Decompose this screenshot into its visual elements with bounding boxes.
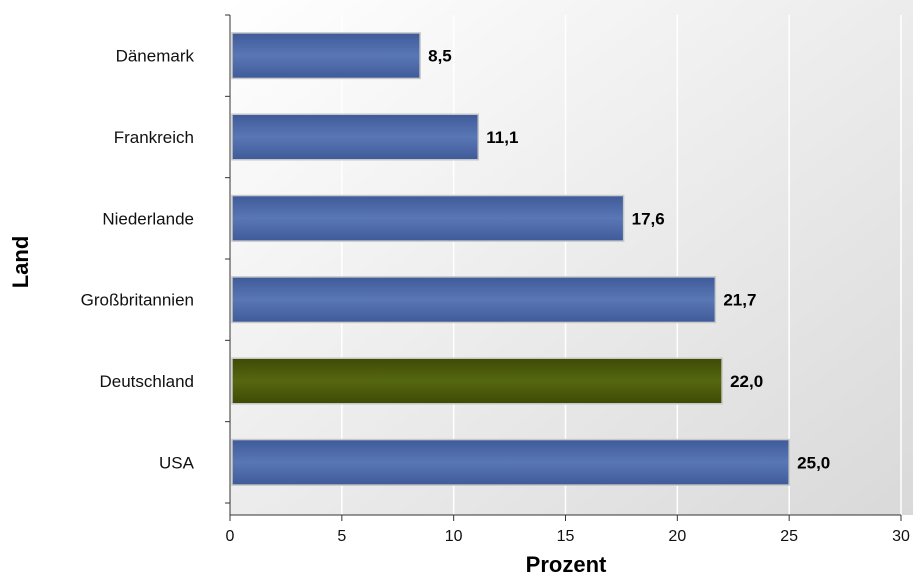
category-label: Dänemark [116, 47, 195, 66]
bar-deutschland [231, 357, 723, 405]
bar-dänemark [231, 32, 421, 80]
category-label: USA [159, 453, 195, 472]
value-label: 22,0 [730, 372, 763, 391]
x-tick-label: 10 [445, 528, 463, 545]
bars [231, 32, 790, 486]
x-axis-title: Prozent [526, 552, 607, 576]
gridlines [341, 15, 902, 515]
x-tick-label: 30 [892, 528, 910, 545]
value-label: 25,0 [797, 453, 830, 472]
y-axis-title: Land [8, 236, 33, 289]
x-tick-label: 0 [226, 528, 235, 545]
plot-background [230, 0, 913, 515]
value-label: 17,6 [632, 209, 665, 228]
axes [225, 14, 902, 521]
bar-frankreich [231, 113, 480, 161]
category-label: Niederlande [102, 209, 194, 228]
bar-großbritannien [231, 276, 717, 324]
value-label: 8,5 [428, 47, 452, 66]
bar-usa [231, 438, 790, 486]
labels: 0 5 10 15 20 25 30 Dänemark 8,5 Frankreich 11,1 Nie… [81, 47, 910, 545]
x-tick-label: 15 [557, 528, 575, 545]
value-label: 21,7 [723, 291, 756, 310]
x-tick-label: 20 [668, 528, 686, 545]
x-tick-label: 25 [780, 528, 798, 545]
x-tick-label: 5 [337, 528, 346, 545]
value-label: 11,1 [486, 128, 518, 147]
bar-niederlande [231, 194, 625, 242]
category-label: Großbritannien [81, 291, 194, 310]
category-label: Deutschland [99, 372, 194, 391]
category-label: Frankreich [114, 128, 194, 147]
